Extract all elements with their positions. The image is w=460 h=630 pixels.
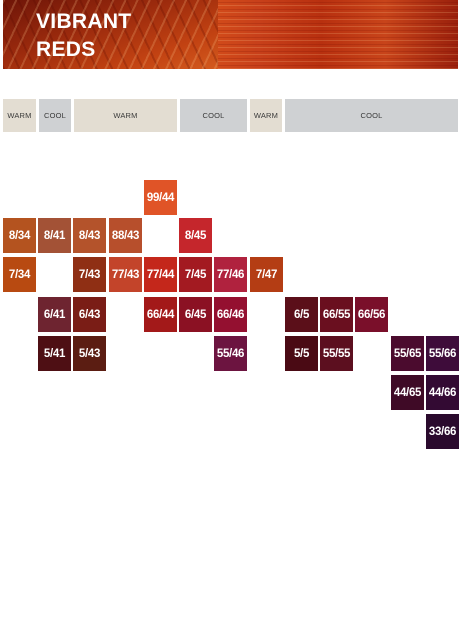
shade-chip: 5/43 <box>73 336 106 371</box>
shade-chip: 6/5 <box>285 297 318 332</box>
shade-chip: 66/44 <box>144 297 177 332</box>
shade-chip: 7/34 <box>3 257 36 292</box>
tone-label-cool: COOL <box>39 99 71 132</box>
shade-chip: 44/65 <box>391 375 424 410</box>
banner-texture <box>3 0 218 69</box>
shade-chip: 99/44 <box>144 180 177 215</box>
shade-chip: 66/56 <box>355 297 388 332</box>
shade-chip: 6/45 <box>179 297 212 332</box>
shade-chip: 77/46 <box>214 257 247 292</box>
shade-chip: 88/43 <box>109 218 142 253</box>
shade-chip: 55/55 <box>320 336 353 371</box>
shade-chip: 77/44 <box>144 257 177 292</box>
shade-chip: 8/41 <box>38 218 71 253</box>
shade-chip: 8/45 <box>179 218 212 253</box>
shade-chip: 77/43 <box>109 257 142 292</box>
shade-chip: 7/47 <box>250 257 283 292</box>
shade-chip: 5/41 <box>38 336 71 371</box>
header-banner: VIBRANT REDS <box>3 0 458 69</box>
shade-chip: 6/41 <box>38 297 71 332</box>
shade-chip: 55/66 <box>426 336 459 371</box>
shade-chip: 55/65 <box>391 336 424 371</box>
shade-chip: 55/46 <box>214 336 247 371</box>
tone-label-cool: COOL <box>285 99 458 132</box>
shade-chip: 8/43 <box>73 218 106 253</box>
shade-chip: 5/5 <box>285 336 318 371</box>
tone-label-warm: WARM <box>3 99 36 132</box>
page-title-line-1: VIBRANT <box>36 10 132 33</box>
shade-chip: 33/66 <box>426 414 459 449</box>
shade-chip: 44/66 <box>426 375 459 410</box>
shade-chip: 66/46 <box>214 297 247 332</box>
shade-chip: 7/43 <box>73 257 106 292</box>
tone-label-warm: WARM <box>74 99 177 132</box>
tone-label-warm: WARM <box>250 99 282 132</box>
tone-label-cool: COOL <box>180 99 247 132</box>
shade-chip: 66/55 <box>320 297 353 332</box>
page-title-line-2: REDS <box>36 38 96 61</box>
shade-chip: 6/43 <box>73 297 106 332</box>
shade-chip: 7/45 <box>179 257 212 292</box>
shade-chip: 8/34 <box>3 218 36 253</box>
